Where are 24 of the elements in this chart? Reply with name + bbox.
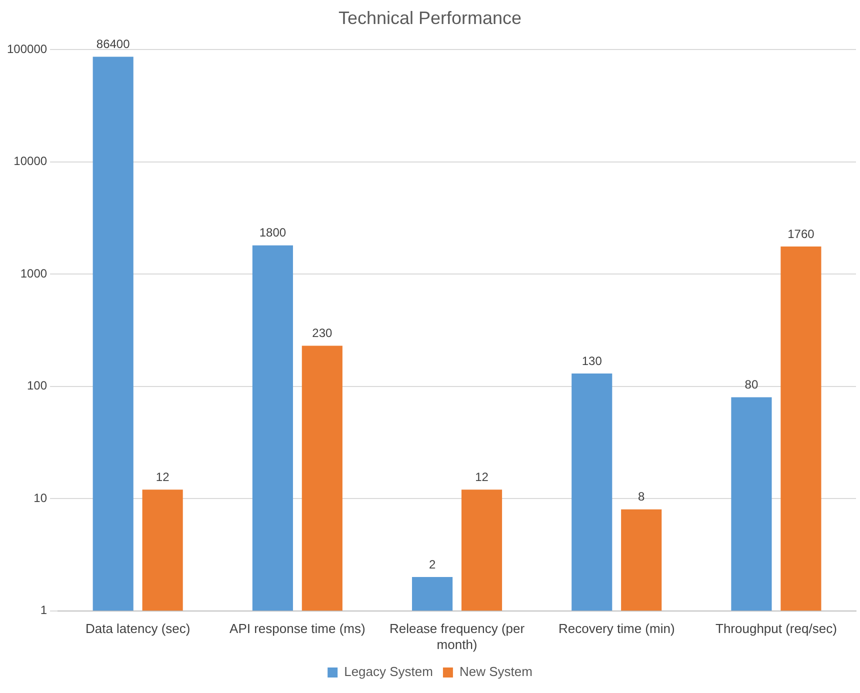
- x-tick-label: Recovery time (min): [558, 621, 675, 636]
- y-tick-label: 100: [27, 378, 48, 393]
- y-tick-label: 1000: [20, 266, 48, 280]
- data-label: 80: [744, 378, 758, 392]
- data-label: 2: [428, 557, 436, 572]
- y-tick-label: 100000: [6, 42, 48, 56]
- y-tick-label: 1: [40, 603, 48, 618]
- y-tick-label: 10: [34, 490, 48, 505]
- data-label: 1760: [788, 226, 815, 241]
- data-label: 8: [638, 490, 646, 504]
- data-label: 12: [156, 470, 170, 484]
- data-label: 130: [582, 354, 602, 368]
- data-label: 86400: [96, 37, 130, 52]
- data-label: 1800: [259, 226, 286, 240]
- data-label: 12: [475, 470, 489, 484]
- legend-label: New System: [459, 664, 532, 680]
- chart-title: Technical Performance: [338, 8, 522, 28]
- x-tick-label: Data latency (sec): [85, 621, 190, 636]
- x-tick-label: Release frequency (per month): [389, 621, 526, 652]
- y-tick-label: 10000: [14, 154, 48, 168]
- x-tick-label: Throughput (req/sec): [716, 621, 837, 636]
- legend-label: Legacy System: [344, 664, 433, 680]
- x-tick-label: API response time (ms): [230, 621, 366, 636]
- data-label: 230: [312, 326, 332, 340]
